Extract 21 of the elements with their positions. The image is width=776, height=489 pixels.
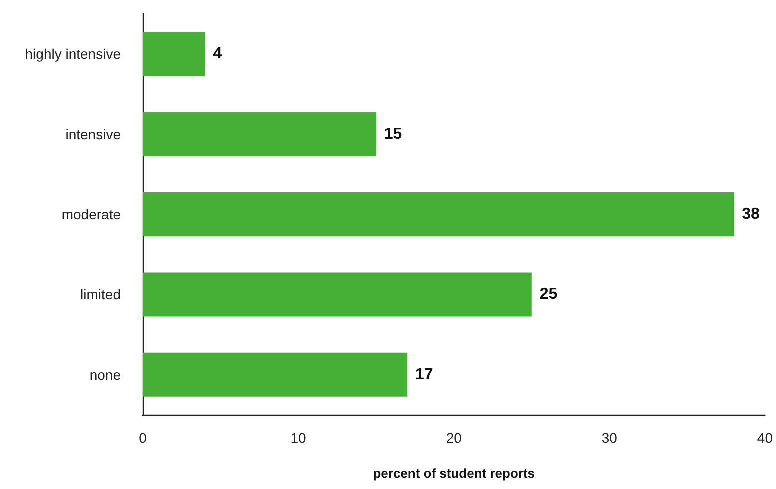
- bar: [143, 112, 376, 156]
- y-tick-label: moderate: [62, 206, 122, 222]
- data-label: 4: [213, 46, 222, 63]
- data-label: 17: [415, 366, 434, 384]
- y-tick-label: limited: [80, 286, 121, 303]
- x-tick-label: 0: [139, 430, 148, 446]
- bar: [143, 192, 734, 236]
- y-tick-label: none: [90, 366, 122, 383]
- data-label: 15: [384, 126, 402, 143]
- y-tick-label: intensive: [66, 126, 122, 142]
- x-tick-label: 30: [602, 430, 618, 446]
- x-tick-label: 40: [757, 430, 774, 446]
- x-axis-title: percent of student reports: [373, 466, 536, 481]
- bar: [143, 272, 532, 317]
- bar: [143, 352, 408, 397]
- data-label: 25: [540, 286, 558, 304]
- x-tick-label: 20: [446, 430, 462, 446]
- data-label: 38: [742, 206, 760, 223]
- bar: [143, 32, 206, 76]
- x-tick-label: 10: [290, 430, 307, 446]
- y-tick-label: highly intensive: [25, 46, 122, 62]
